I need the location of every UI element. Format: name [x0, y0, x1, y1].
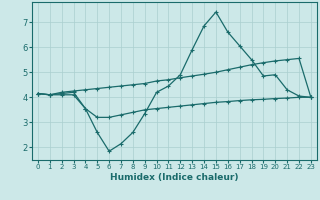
X-axis label: Humidex (Indice chaleur): Humidex (Indice chaleur) [110, 173, 239, 182]
